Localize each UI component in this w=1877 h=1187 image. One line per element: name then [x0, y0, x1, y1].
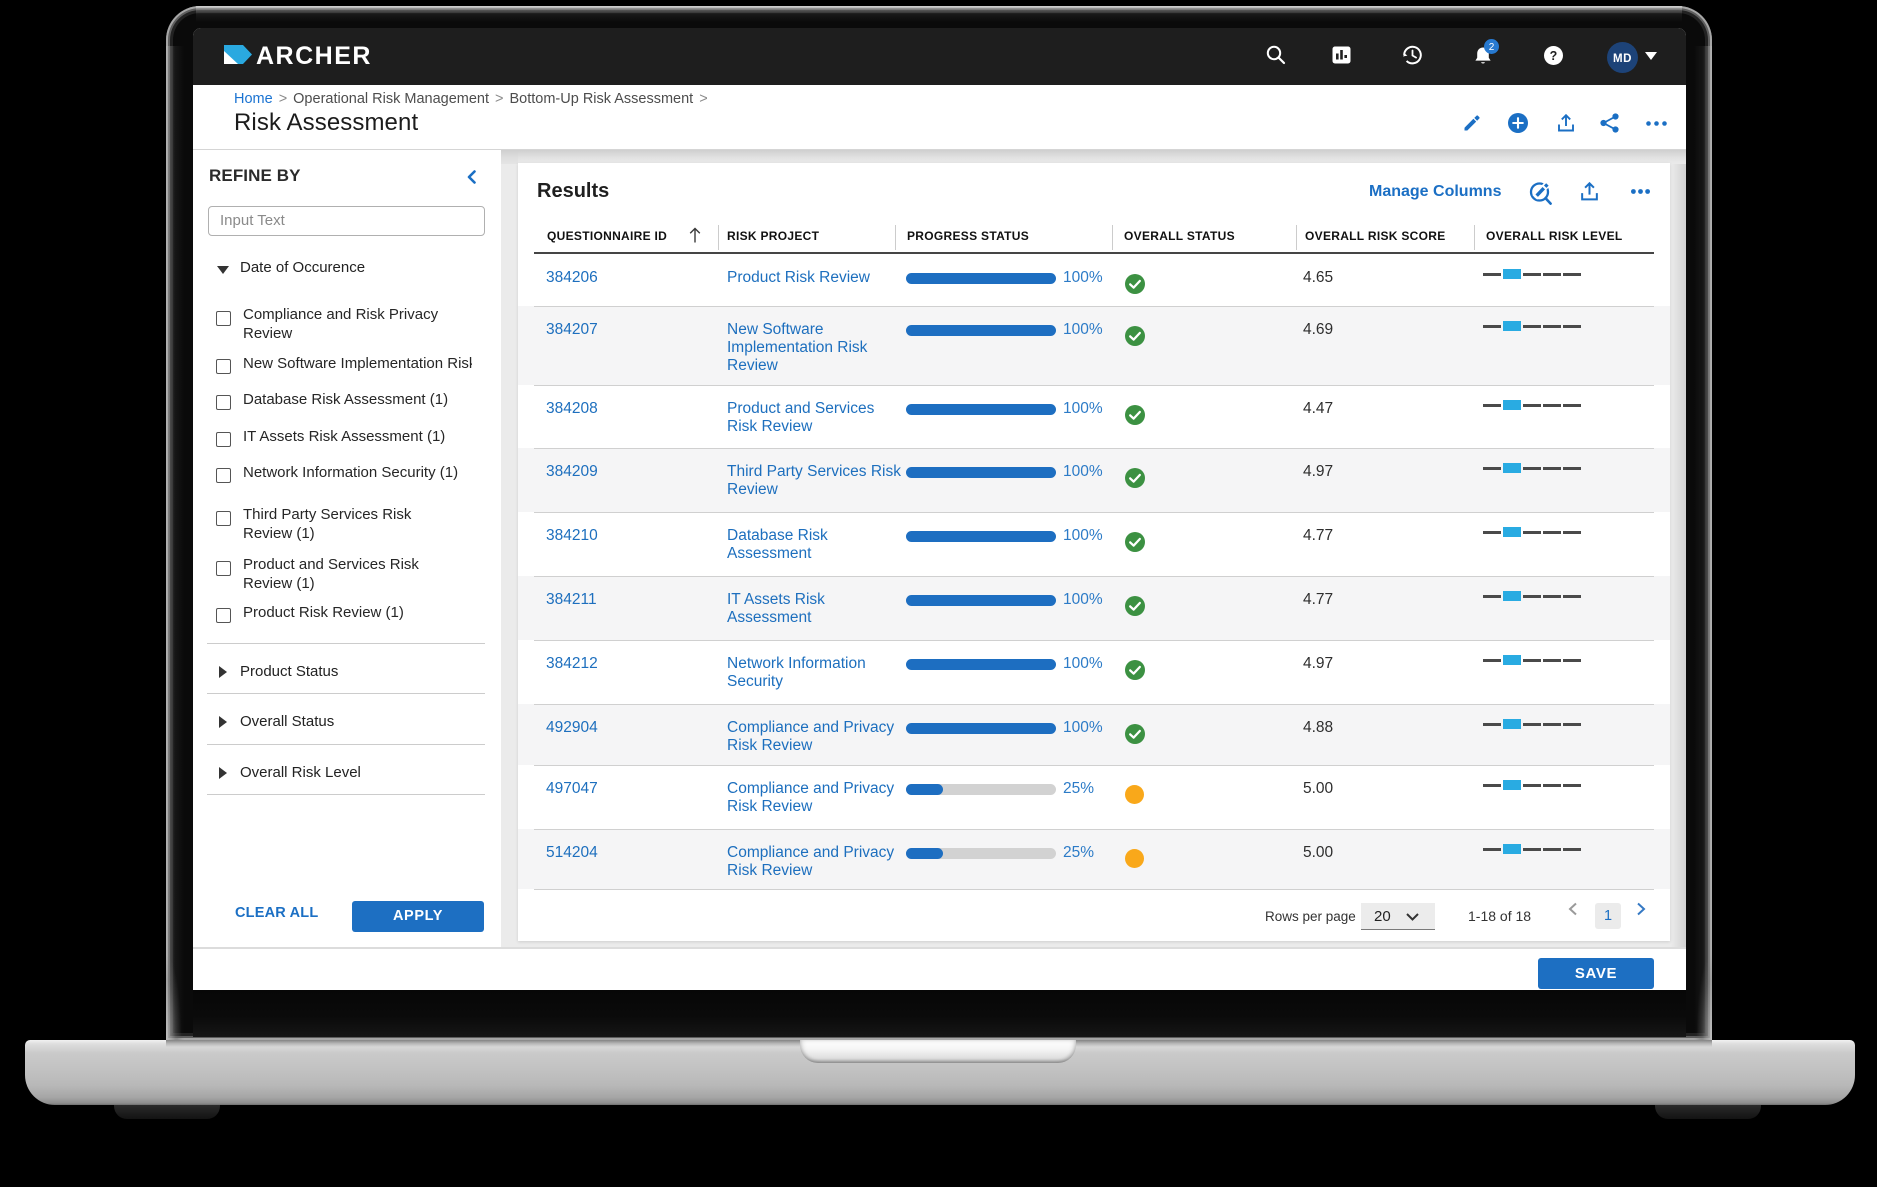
svg-text:2: 2: [1489, 42, 1495, 53]
svg-text:?: ?: [1550, 49, 1558, 63]
svg-text:MD: MD: [1613, 53, 1632, 65]
